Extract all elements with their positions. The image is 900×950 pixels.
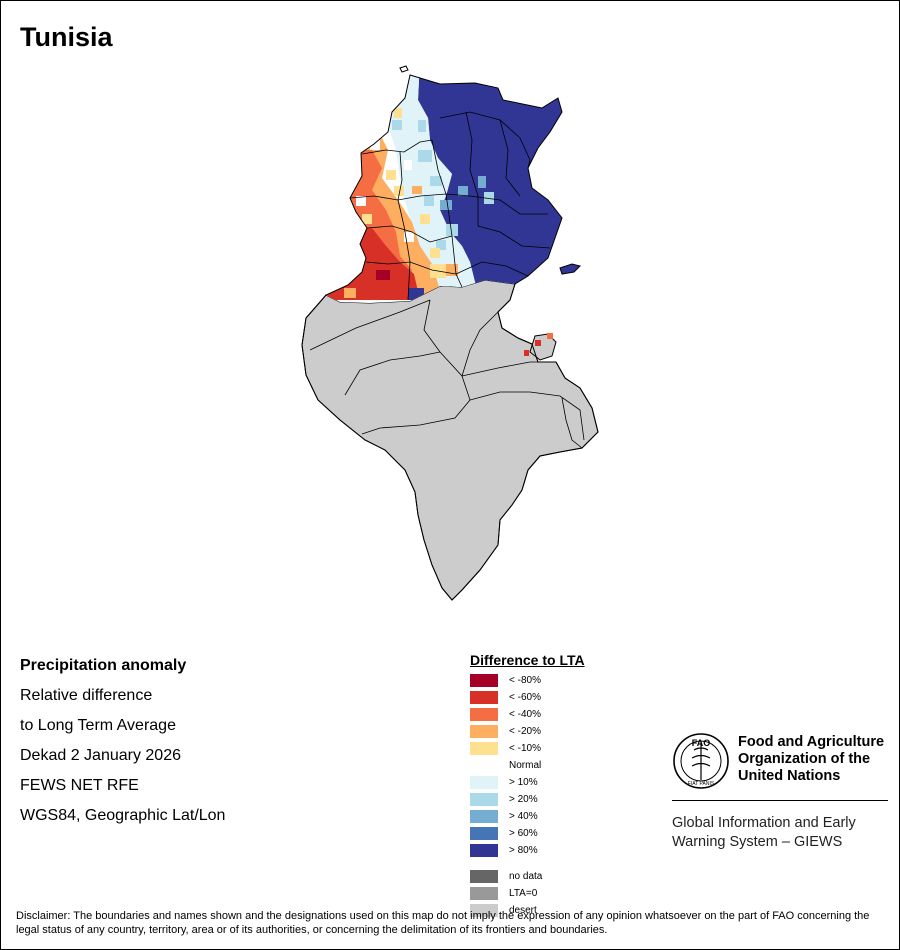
giews-line2: Warning System – GIEWS (672, 834, 843, 850)
legend-special: no data LTA=0 desert (470, 868, 585, 919)
legend-special-label: no data (509, 871, 543, 882)
legend-special-row: desert (470, 902, 585, 919)
legend-class-row: > 40% (470, 808, 585, 825)
legend-class-row: < -10% (470, 740, 585, 757)
legend-class-row: > 10% (470, 774, 585, 791)
legend-class-row: Normal (470, 757, 585, 774)
giews-line1: Global Information and Early (672, 815, 856, 831)
legend-class-swatch (470, 674, 498, 687)
info-period: Dekad 2 January 2026 (20, 747, 181, 764)
legend-class-swatch (470, 708, 498, 721)
country-outline (301, 74, 599, 601)
legend-special-row: LTA=0 (470, 885, 585, 902)
legend: Difference to LTA < -80% < -60% < -40% < -2… (470, 652, 585, 919)
legend-class-row: < -40% (470, 706, 585, 723)
legend-class-swatch (470, 742, 498, 755)
legend-class-row: < -20% (470, 723, 585, 740)
fao-logo-text: FAO (692, 738, 711, 748)
fao-logo-motto: FIAT PANIS (688, 781, 715, 787)
fao-name: Food and Agriculture Organization of the… (738, 734, 888, 785)
legend-class-swatch (470, 810, 498, 823)
info-source: FEWS NET RFE (20, 777, 139, 794)
disclaimer: Disclaimer: The boundaries and names sho… (16, 910, 870, 936)
legend-class-label: < -10% (509, 743, 541, 754)
anomaly-field (326, 75, 562, 303)
legend-class-label: < -40% (509, 709, 541, 720)
djerba-anomaly-red (535, 340, 541, 346)
map-info: Precipitation anomaly Relative differenc… (20, 656, 225, 836)
legend-special-swatch (470, 870, 498, 883)
legend-class-label: > 80% (509, 845, 538, 856)
djerba-anomaly-red-2 (524, 350, 529, 356)
legend-special-label: desert (509, 905, 537, 916)
admin-boundaries (349, 111, 551, 301)
kerkennah-islands (559, 263, 581, 275)
legend-special-label: LTA=0 (509, 888, 538, 899)
legend-class-label: > 10% (509, 777, 538, 788)
legend-class-label: < -80% (509, 675, 541, 686)
fao-name-line1: Food and Agriculture (738, 734, 885, 750)
legend-class-swatch (470, 776, 498, 789)
legend-class-swatch (470, 725, 498, 738)
legend-class-label: > 40% (509, 811, 538, 822)
legend-class-swatch (470, 827, 498, 840)
legend-class-row: > 60% (470, 825, 585, 842)
info-heading: Precipitation anomaly (20, 657, 187, 674)
giews-text: Global Information and Early Warning Sys… (672, 814, 888, 852)
fao-logo-icon: FAO FIAT PANIS (673, 733, 729, 789)
fao-name-line2: Organization of the (738, 751, 871, 767)
legend-class-label: < -60% (509, 692, 541, 703)
legend-class-row: > 20% (470, 791, 585, 808)
legend-class-label: > 60% (509, 828, 538, 839)
legend-class-label: > 20% (509, 794, 538, 805)
legend-special-swatch (470, 904, 498, 917)
galite-island (399, 65, 409, 73)
info-line2: to Long Term Average (20, 717, 176, 734)
legend-class-swatch (470, 793, 498, 806)
legend-class-label: < -20% (509, 726, 541, 737)
djerba-anomaly-orange (547, 333, 553, 339)
fao-name-line3: United Nations (738, 768, 841, 784)
legend-special-swatch (470, 887, 498, 900)
desert-region (301, 279, 599, 601)
info-line1: Relative difference (20, 687, 153, 704)
tunisia-map (301, 65, 599, 601)
legend-class-swatch (470, 759, 498, 772)
legend-class-row: < -80% (470, 672, 585, 689)
legend-class-row: < -60% (470, 689, 585, 706)
fao-divider (672, 800, 888, 801)
info-projection: WGS84, Geographic Lat/Lon (20, 807, 226, 824)
legend-class-swatch (470, 844, 498, 857)
map-title: Tunisia (20, 22, 113, 52)
legend-class-row: > 80% (470, 842, 585, 859)
legend-special-row: no data (470, 868, 585, 885)
legend-class-swatch (470, 691, 498, 704)
legend-title: Difference to LTA (470, 652, 585, 668)
legend-classes: < -80% < -60% < -40% < -20% < -10% Normal > 10… (470, 672, 585, 859)
legend-class-label: Normal (509, 760, 542, 771)
